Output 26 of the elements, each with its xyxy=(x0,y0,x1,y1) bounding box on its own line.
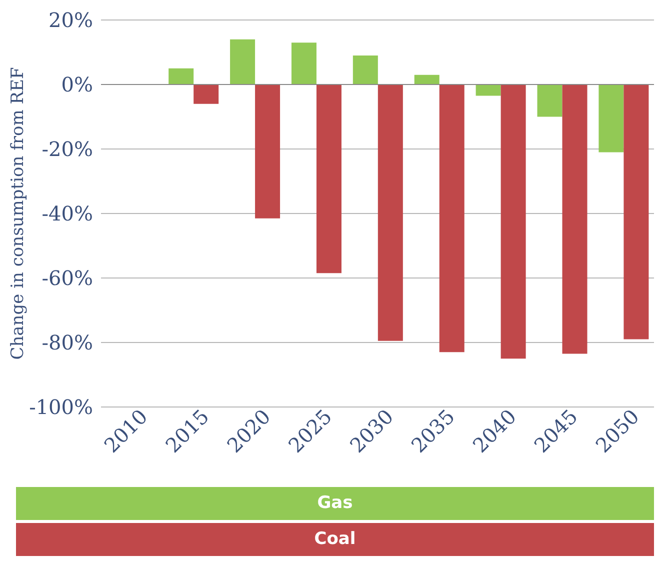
bar xyxy=(291,42,316,84)
bar xyxy=(378,84,403,341)
bar xyxy=(414,74,440,84)
y-tick-label: -20% xyxy=(42,137,93,162)
text: Gas xyxy=(16,487,654,520)
y-tick-label: -80% xyxy=(42,330,93,355)
y-tick-label: 20% xyxy=(48,8,93,32)
y-tick-label: -60% xyxy=(42,266,93,290)
y-tick-label: -40% xyxy=(42,202,93,226)
bar xyxy=(352,55,378,84)
bar xyxy=(537,84,562,117)
bar xyxy=(194,84,219,104)
bar xyxy=(230,39,256,84)
y-tick-label: 0% xyxy=(61,72,93,97)
bar xyxy=(476,84,501,96)
bar xyxy=(316,84,342,274)
bar xyxy=(562,84,588,354)
bar xyxy=(439,84,464,352)
y-axis-title: Change in consumption from REF xyxy=(8,67,28,360)
bar xyxy=(624,84,649,340)
text: Coal xyxy=(16,523,654,556)
bar xyxy=(168,68,194,84)
bar xyxy=(598,84,624,152)
bar xyxy=(500,84,526,359)
y-tick-label: -100% xyxy=(29,395,93,420)
bar xyxy=(255,84,280,218)
